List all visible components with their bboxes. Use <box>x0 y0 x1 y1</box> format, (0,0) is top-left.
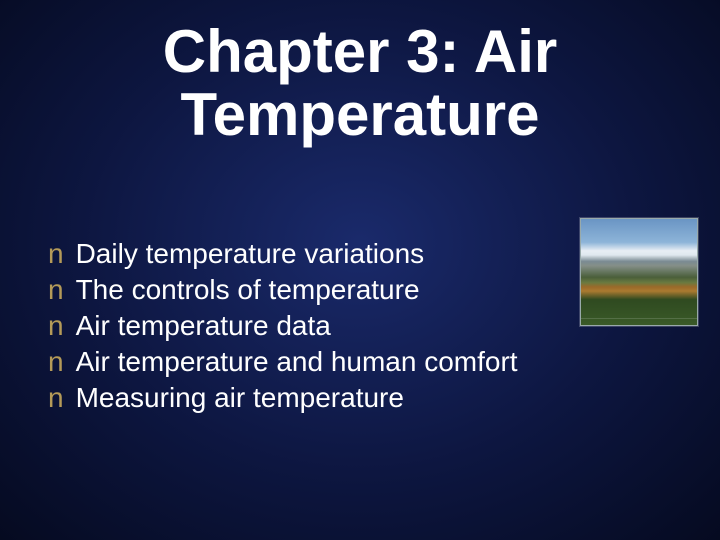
bullet-icon: n <box>48 238 64 270</box>
list-item: n Air temperature data <box>48 310 518 342</box>
list-item: n Daily temperature variations <box>48 238 518 270</box>
list-item: n Air temperature and human comfort <box>48 346 518 378</box>
bullet-text: Measuring air temperature <box>76 382 404 414</box>
list-item: n The controls of temperature <box>48 274 518 306</box>
title-line-2: Temperature <box>180 81 539 148</box>
slide: Chapter 3: Air Temperature n Daily tempe… <box>0 0 720 540</box>
bullet-text: Air temperature and human comfort <box>76 346 518 378</box>
bullet-icon: n <box>48 310 64 342</box>
landscape-photo <box>580 218 698 326</box>
bullet-text: Air temperature data <box>76 310 331 342</box>
bullet-list: n Daily temperature variations n The con… <box>48 238 518 418</box>
title-line-1: Chapter 3: Air <box>163 18 558 85</box>
bullet-icon: n <box>48 274 64 306</box>
list-item: n Measuring air temperature <box>48 382 518 414</box>
bullet-icon: n <box>48 382 64 414</box>
bullet-text: The controls of temperature <box>76 274 420 306</box>
bullet-text: Daily temperature variations <box>76 238 425 270</box>
bullet-icon: n <box>48 346 64 378</box>
slide-title: Chapter 3: Air Temperature <box>0 20 720 146</box>
